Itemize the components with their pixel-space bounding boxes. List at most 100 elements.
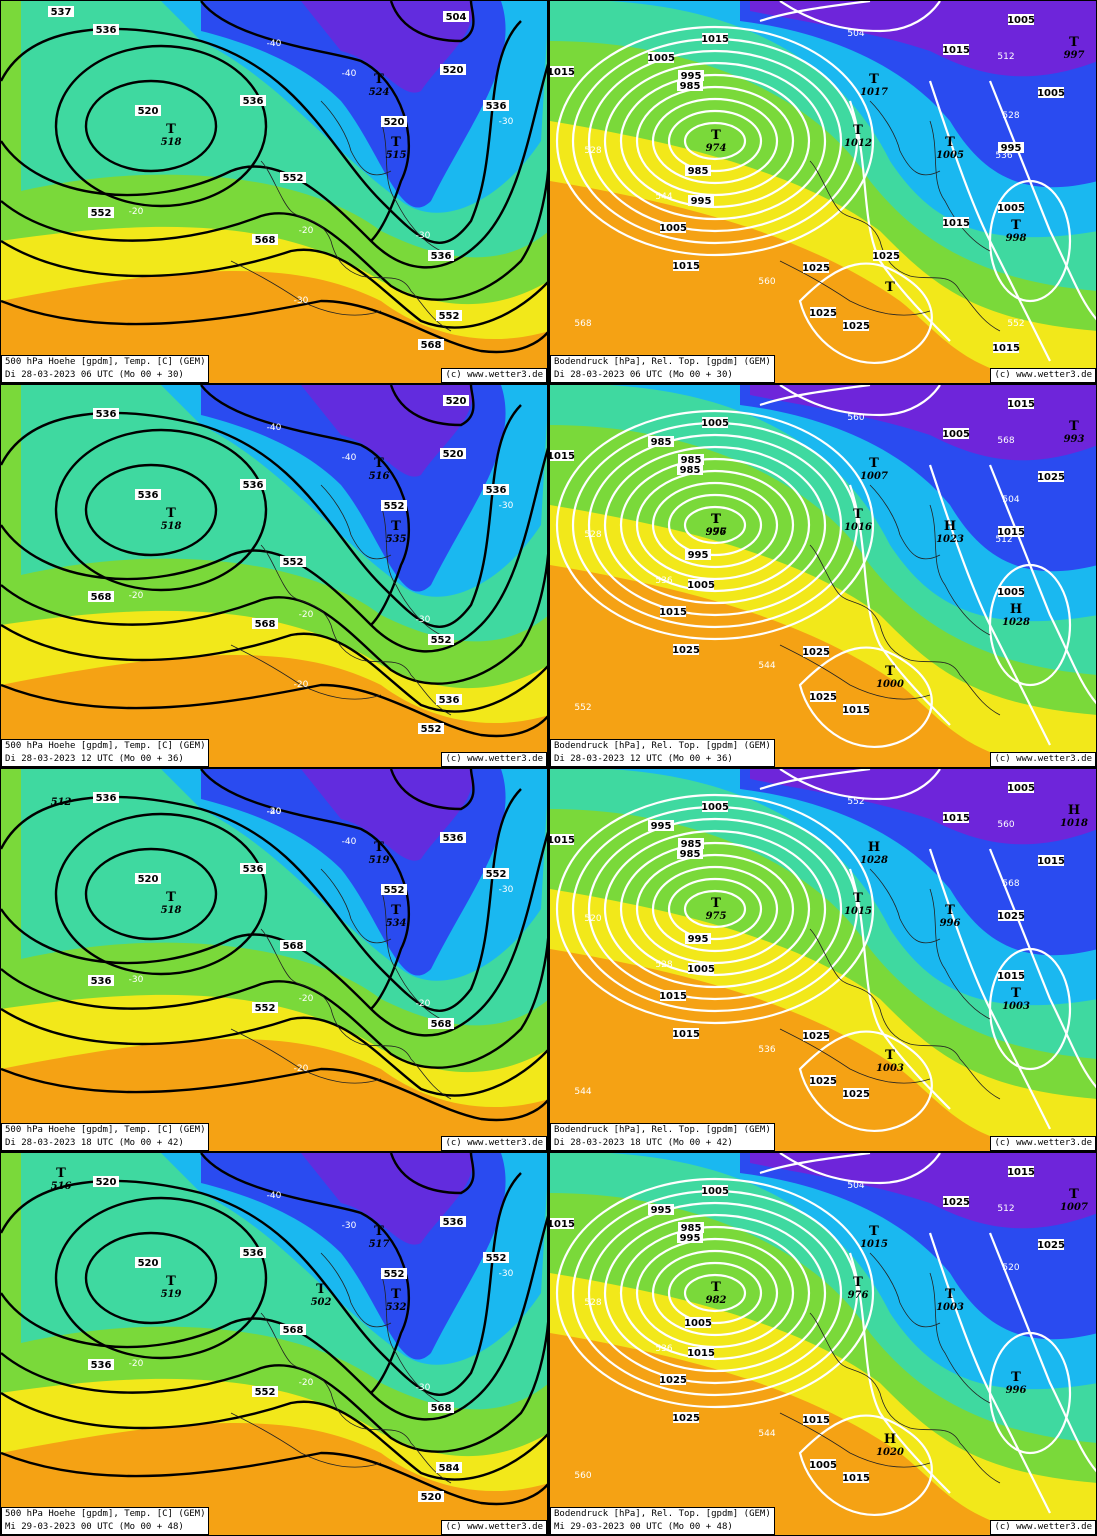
low-pressure-symbol: T (853, 507, 863, 522)
contour-label-bg (943, 1196, 969, 1207)
pressure-center-value: 516 (369, 471, 390, 482)
contour-label-bg (648, 1204, 674, 1215)
pressure-center-value: 512 (51, 797, 72, 808)
contour-label: 1015 (1007, 399, 1035, 410)
contour-label-bg (240, 479, 266, 490)
contour-label: 536 (243, 480, 264, 491)
contour-label: 552 (431, 635, 452, 646)
caption-box: Bodendruck [hPa], Rel. Top. [gpdm] (GEM)… (550, 739, 775, 767)
contour-label: 1025 (842, 321, 870, 332)
pressure-center-value: 998 (1006, 233, 1027, 244)
map-canvas: 1015101510059959859859951005101510251025… (550, 1, 1096, 383)
contour-label: 1025 (1037, 472, 1065, 483)
contour-label: 568 (283, 1325, 304, 1336)
contour-label-bg (428, 1402, 454, 1413)
contour-label-bg (443, 11, 469, 22)
low-pressure-symbol: T (885, 664, 895, 679)
pressure-center-value: 993 (1064, 434, 1085, 445)
contour-label: 552 (384, 501, 405, 512)
pressure-center-value: 1003 (936, 1302, 964, 1313)
contour-label: 1015 (687, 1348, 715, 1359)
contour-label: 1015 (942, 218, 970, 229)
contour-label: 520 (384, 117, 405, 128)
contour-label: 536 (486, 485, 507, 496)
contour-label-bg (810, 307, 836, 318)
contour-label: 1025 (672, 1413, 700, 1424)
contour-label: 1015 (842, 1473, 870, 1484)
contour-label: 1025 (1037, 1240, 1065, 1251)
contour-label: 1005 (1007, 783, 1035, 794)
contour-label-bg (873, 250, 899, 261)
contour-label-bg (1008, 14, 1034, 25)
pressure-center-value: 535 (386, 534, 407, 545)
panel-caption: Bodendruck [hPa], Rel. Top. [gpdm] (GEM)… (550, 1507, 1096, 1535)
contour-label-bg (443, 395, 469, 406)
contour-label: 985 (680, 849, 701, 860)
contour-label: 552 (421, 724, 442, 735)
contour-label: 1015 (992, 343, 1020, 354)
low-pressure-symbol: T (316, 1282, 326, 1297)
pressure-center-value: 519 (161, 1289, 182, 1300)
pressure-center-value: 519 (369, 855, 390, 866)
contour-label-bg (418, 339, 444, 350)
contour-label: 520 (443, 65, 464, 76)
contour-label-bg (381, 116, 407, 127)
contour-label: 520 (443, 449, 464, 460)
contour-label-bg (803, 1030, 829, 1041)
temperature-label: 504 (847, 1181, 864, 1191)
pressure-center-value: 1016 (844, 522, 872, 533)
temperature-label: 544 (574, 1087, 591, 1097)
contour-label: 568 (255, 235, 276, 246)
contour-label: 584 (439, 1463, 460, 1474)
temperature-label: -30 (129, 975, 144, 985)
temperature-label: -30 (416, 615, 431, 625)
contour-label-bg (280, 1324, 306, 1335)
contour-label-bg (88, 591, 114, 602)
temperature-label: 536 (655, 1344, 672, 1354)
low-pressure-symbol: T (374, 456, 384, 471)
pressure-center-value: 534 (386, 918, 407, 929)
temperature-label: 504 (1002, 495, 1019, 505)
contour-label-bg (240, 1247, 266, 1258)
contour-label: 1015 (1037, 856, 1065, 867)
contour-label: 536 (431, 251, 452, 262)
contour-label-bg (550, 66, 574, 77)
contour-label-bg (673, 644, 699, 655)
caption-box: Bodendruck [hPa], Rel. Top. [gpdm] (GEM)… (550, 355, 775, 383)
contour-label-bg (436, 310, 462, 321)
temperature-label: 560 (574, 1471, 591, 1481)
contour-label: 568 (421, 340, 442, 351)
temperature-label: -20 (129, 591, 144, 601)
contour-label-bg (843, 1088, 869, 1099)
contour-label: 568 (431, 1403, 452, 1414)
contour-label-bg (483, 1252, 509, 1263)
pressure-center-value: 1007 (1060, 1202, 1088, 1213)
contour-label-bg (1038, 87, 1064, 98)
caption-datetime: Di 28-03-2023 18 UTC (Mo 00 + 42) (5, 1138, 184, 1148)
contour-label-bg (993, 342, 1019, 353)
low-pressure-symbol: T (945, 1287, 955, 1302)
contour-label-bg (843, 1472, 869, 1483)
copyright-label: (c) www.wetter3.de (441, 1136, 547, 1151)
contour-label-bg (440, 448, 466, 459)
low-pressure-symbol: T (885, 1048, 895, 1063)
low-pressure-symbol: T (374, 72, 384, 87)
contour-label: 995 (691, 196, 712, 207)
contour-label: 552 (255, 1003, 276, 1014)
contour-label-bg (702, 801, 728, 812)
pressure-center-value: 532 (386, 1302, 407, 1313)
contour-label: 1005 (701, 418, 729, 429)
contour-label: 1025 (809, 1076, 837, 1087)
caption-box: 500 hPa Hoehe [gpdm], Temp. [C] (GEM) Di … (1, 1123, 210, 1151)
contour-label: 536 (96, 409, 117, 420)
low-pressure-symbol: T (374, 1224, 384, 1239)
contour-label: 1005 (684, 1318, 712, 1329)
temperature-label: -20 (299, 994, 314, 1004)
contour-label-bg (252, 618, 278, 629)
contour-label-bg (810, 691, 836, 702)
low-pressure-symbol: T (374, 840, 384, 855)
contour-label-bg (678, 1222, 704, 1233)
caption-box: Bodendruck [hPa], Rel. Top. [gpdm] (GEM)… (550, 1507, 775, 1535)
contour-label: 985 (651, 437, 672, 448)
